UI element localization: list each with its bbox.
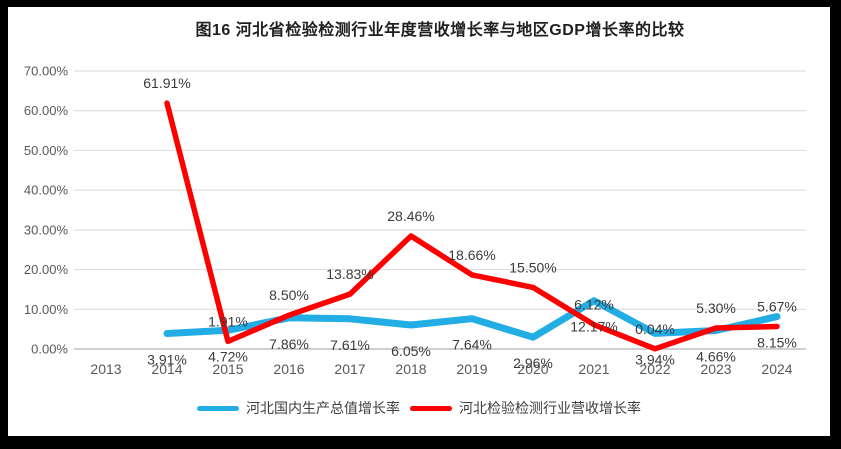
data-label: 1.91%	[208, 313, 248, 329]
revenue-line-swatch-icon	[410, 405, 452, 411]
data-label: 8.15%	[757, 335, 797, 351]
data-label: 13.83%	[326, 266, 373, 282]
data-label: 7.86%	[269, 336, 309, 352]
x-axis-tick-label: 2017	[334, 361, 365, 377]
gdp-growth-line	[163, 297, 781, 341]
data-label: 5.30%	[696, 300, 736, 316]
x-axis-tick-label: 2021	[578, 361, 609, 377]
x-axis-tick-label: 2016	[273, 361, 304, 377]
data-label: 18.66%	[448, 247, 495, 263]
x-axis-tick-label: 2022	[639, 361, 670, 377]
data-label: 8.50%	[269, 287, 309, 303]
x-axis-tick-label: 2019	[456, 361, 487, 377]
data-label: 6.12%	[574, 297, 614, 313]
legend-item-gdp: 河北国内生产总值增长率	[197, 398, 400, 418]
data-label: 3.94%	[635, 351, 675, 367]
chart-background	[8, 7, 830, 436]
x-axis-tick-label: 2020	[517, 361, 548, 377]
data-label: 6.05%	[391, 343, 431, 359]
gdp-line-swatch-icon	[197, 405, 239, 411]
data-label: 15.50%	[509, 259, 556, 275]
data-label: 61.91%	[143, 75, 190, 91]
x-axis-tick-label: 2015	[212, 361, 243, 377]
data-label: 12.17%	[570, 319, 617, 335]
legend-label-gdp: 河北国内生产总值增长率	[246, 400, 400, 416]
y-axis-tick-label: 60.00%	[24, 103, 69, 118]
data-label: 7.64%	[452, 337, 492, 353]
legend-item-revenue: 河北检验检测行业营收增长率	[410, 398, 641, 418]
data-label: 4.72%	[208, 348, 248, 364]
y-axis-tick-label: 50.00%	[24, 143, 69, 158]
y-axis-tick-label: 70.00%	[24, 64, 69, 79]
x-axis-tick-label: 2024	[761, 361, 792, 377]
x-axis-tick-label: 2023	[700, 361, 731, 377]
y-axis-tick-label: 10.00%	[24, 302, 69, 317]
data-label: 4.66%	[696, 349, 736, 365]
data-label: 5.67%	[757, 299, 797, 315]
x-axis-tick-label: 2018	[395, 361, 426, 377]
chart-title: 图16 河北省检验检测行业年度营收增长率与地区GDP增长率的比较	[195, 22, 685, 39]
data-label: 0.04%	[635, 321, 675, 337]
data-label: 2.96%	[513, 355, 553, 371]
revenue-growth-line	[164, 100, 780, 352]
data-label: 28.46%	[387, 208, 434, 224]
chart-legend: 河北国内生产总值增长率 河北检验检测行业营收增长率	[8, 398, 830, 418]
data-label: 7.61%	[330, 337, 370, 353]
x-axis-tick-label: 2014	[151, 361, 182, 377]
x-axis-tick-label: 2013	[90, 361, 121, 377]
y-axis-tick-label: 40.00%	[24, 183, 69, 198]
data-label: 3.91%	[147, 352, 187, 368]
legend-label-revenue: 河北检验检测行业营收增长率	[459, 400, 641, 416]
y-axis-tick-label: 0.00%	[31, 342, 68, 357]
y-axis-tick-label: 20.00%	[24, 262, 69, 277]
y-axis-tick-label: 30.00%	[24, 222, 69, 237]
